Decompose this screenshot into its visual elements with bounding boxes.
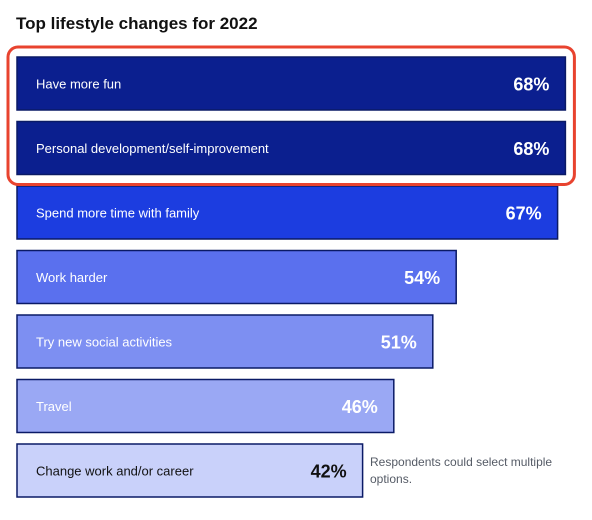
bar — [16, 120, 567, 176]
bar-value-label: 68% — [513, 139, 549, 159]
chart-title: Top lifestyle changes for 2022 — [16, 14, 258, 33]
bar-group: Personal development/self-improvement 68% — [16, 120, 567, 176]
bar-group: Spend more time with family 67% — [16, 185, 559, 240]
bar-group: Travel 46% — [16, 378, 395, 434]
bar — [16, 314, 434, 369]
bar-group: Have more fun 68% — [16, 56, 567, 111]
highlight-outline — [6, 45, 576, 186]
bar-category-label: Work harder — [36, 270, 108, 285]
bar-category-label: Change work and/or career — [36, 464, 194, 479]
bar — [16, 185, 559, 240]
bar-category-label: Try new social activities — [36, 335, 173, 350]
bar-value-label: 67% — [506, 204, 542, 224]
bar-group: Try new social activities 51% — [16, 314, 434, 369]
bar-value-label: 46% — [342, 397, 378, 417]
bar — [16, 249, 457, 305]
highlight-layer — [6, 45, 576, 186]
bars-layer: Have more fun 68%Personal development/sel… — [16, 56, 567, 498]
bar-category-label: Have more fun — [36, 77, 121, 92]
bar-value-label: 54% — [404, 268, 440, 288]
bar — [16, 443, 364, 498]
bar — [16, 378, 395, 434]
bar-value-label: 42% — [311, 462, 347, 482]
bar — [16, 56, 567, 111]
bar-category-label: Spend more time with family — [36, 206, 200, 221]
bar-group: Work harder 54% — [16, 249, 457, 305]
bar-category-label: Travel — [36, 399, 72, 414]
bar-group: Change work and/or career 42% — [16, 443, 364, 498]
bar-value-label: 68% — [513, 75, 549, 95]
footnote: Respondents could select multiple option… — [370, 455, 553, 486]
bar-category-label: Personal development/self-improvement — [36, 141, 269, 156]
bar-value-label: 51% — [381, 333, 417, 353]
